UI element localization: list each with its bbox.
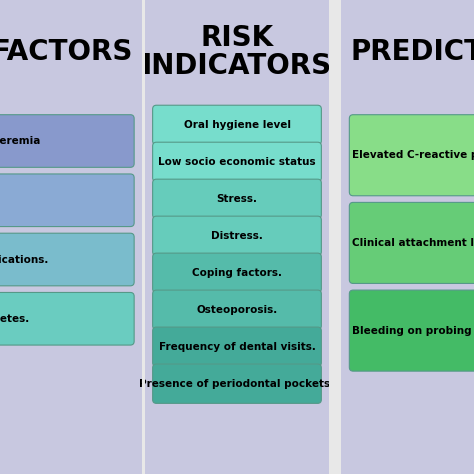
FancyBboxPatch shape <box>0 0 154 474</box>
FancyBboxPatch shape <box>133 0 341 474</box>
FancyBboxPatch shape <box>349 202 474 283</box>
Text: Frequency of dental visits.: Frequency of dental visits. <box>159 342 315 352</box>
FancyBboxPatch shape <box>153 142 321 182</box>
FancyBboxPatch shape <box>153 253 321 292</box>
Text: Low socio economic status: Low socio economic status <box>158 157 316 167</box>
Text: Bleeding on probing: Bleeding on probing <box>352 326 472 336</box>
FancyBboxPatch shape <box>153 290 321 329</box>
Text: Coping factors.: Coping factors. <box>192 268 282 278</box>
Text: Stress.: Stress. <box>217 194 257 204</box>
FancyBboxPatch shape <box>153 105 321 145</box>
Text: Osteoporosis.: Osteoporosis. <box>196 305 278 315</box>
Text: Medications.: Medications. <box>0 255 48 264</box>
Text: Bacteremia: Bacteremia <box>0 136 40 146</box>
Text: RISK
INDICATORS: RISK INDICATORS <box>142 24 332 80</box>
FancyBboxPatch shape <box>0 233 134 286</box>
Bar <box>142 0 145 474</box>
Text: Elevated C-reactive protein: Elevated C-reactive protein <box>352 150 474 160</box>
Bar <box>329 0 341 474</box>
Text: FACTORS: FACTORS <box>0 38 133 66</box>
Text: Diabetes.: Diabetes. <box>0 314 29 324</box>
FancyBboxPatch shape <box>0 174 134 227</box>
Text: Oral hygiene level: Oral hygiene level <box>183 120 291 130</box>
FancyBboxPatch shape <box>0 292 134 345</box>
FancyBboxPatch shape <box>349 290 474 371</box>
FancyBboxPatch shape <box>153 179 321 219</box>
FancyBboxPatch shape <box>0 115 134 167</box>
FancyBboxPatch shape <box>153 216 321 255</box>
Text: Presence of periodontal pockets.: Presence of periodontal pockets. <box>139 379 335 389</box>
FancyBboxPatch shape <box>153 364 321 403</box>
FancyBboxPatch shape <box>349 115 474 196</box>
Text: PREDICTORS: PREDICTORS <box>350 38 474 66</box>
FancyBboxPatch shape <box>153 327 321 366</box>
Text: Clinical attachment loss: Clinical attachment loss <box>352 238 474 248</box>
FancyBboxPatch shape <box>329 0 474 474</box>
Text: Distress.: Distress. <box>211 231 263 241</box>
